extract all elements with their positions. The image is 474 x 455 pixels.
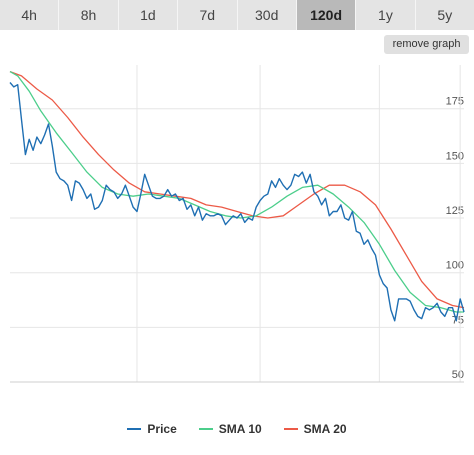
- legend-item-sma20[interactable]: SMA 20: [283, 420, 347, 438]
- y-tick-label: 75: [452, 314, 464, 326]
- price-chart: 5075100125150175Dec '25Jan '26Feb '26Mar…: [9, 65, 465, 383]
- y-tick-label: 125: [446, 205, 464, 217]
- series-line-sma20: [9, 70, 465, 309]
- legend-swatch-price: [127, 428, 142, 430]
- series-line-price: [9, 82, 465, 322]
- tab-5y[interactable]: 5y: [415, 0, 474, 30]
- timeframe-tabs: 4h 8h 1d 7d 30d 120d 1y 5y: [0, 0, 474, 30]
- tab-1y[interactable]: 1y: [356, 0, 416, 30]
- y-tick-label: 150: [446, 150, 464, 162]
- series-line-sma10: [9, 71, 464, 313]
- legend-swatch-sma10: [198, 428, 213, 430]
- y-tick-label: 50: [452, 369, 464, 381]
- y-tick-label: 175: [446, 96, 464, 108]
- tab-120d[interactable]: 120d: [296, 0, 357, 30]
- legend-item-price[interactable]: Price: [127, 420, 177, 438]
- tab-7d[interactable]: 7d: [178, 0, 238, 30]
- legend-swatch-sma20: [283, 428, 298, 430]
- legend-label-price: Price: [147, 422, 177, 436]
- y-tick-label: 100: [446, 260, 464, 272]
- tab-4h[interactable]: 4h: [0, 0, 60, 30]
- remove-graph-button[interactable]: remove graph: [384, 35, 469, 54]
- tab-1d[interactable]: 1d: [118, 0, 179, 30]
- legend-item-sma10[interactable]: SMA 10: [198, 420, 262, 438]
- chart-legend: Price SMA 10 SMA 20: [0, 420, 474, 438]
- legend-label-sma20: SMA 20: [303, 422, 347, 436]
- tab-30d[interactable]: 30d: [237, 0, 297, 30]
- tab-8h[interactable]: 8h: [59, 0, 119, 30]
- legend-label-sma10: SMA 10: [218, 422, 262, 436]
